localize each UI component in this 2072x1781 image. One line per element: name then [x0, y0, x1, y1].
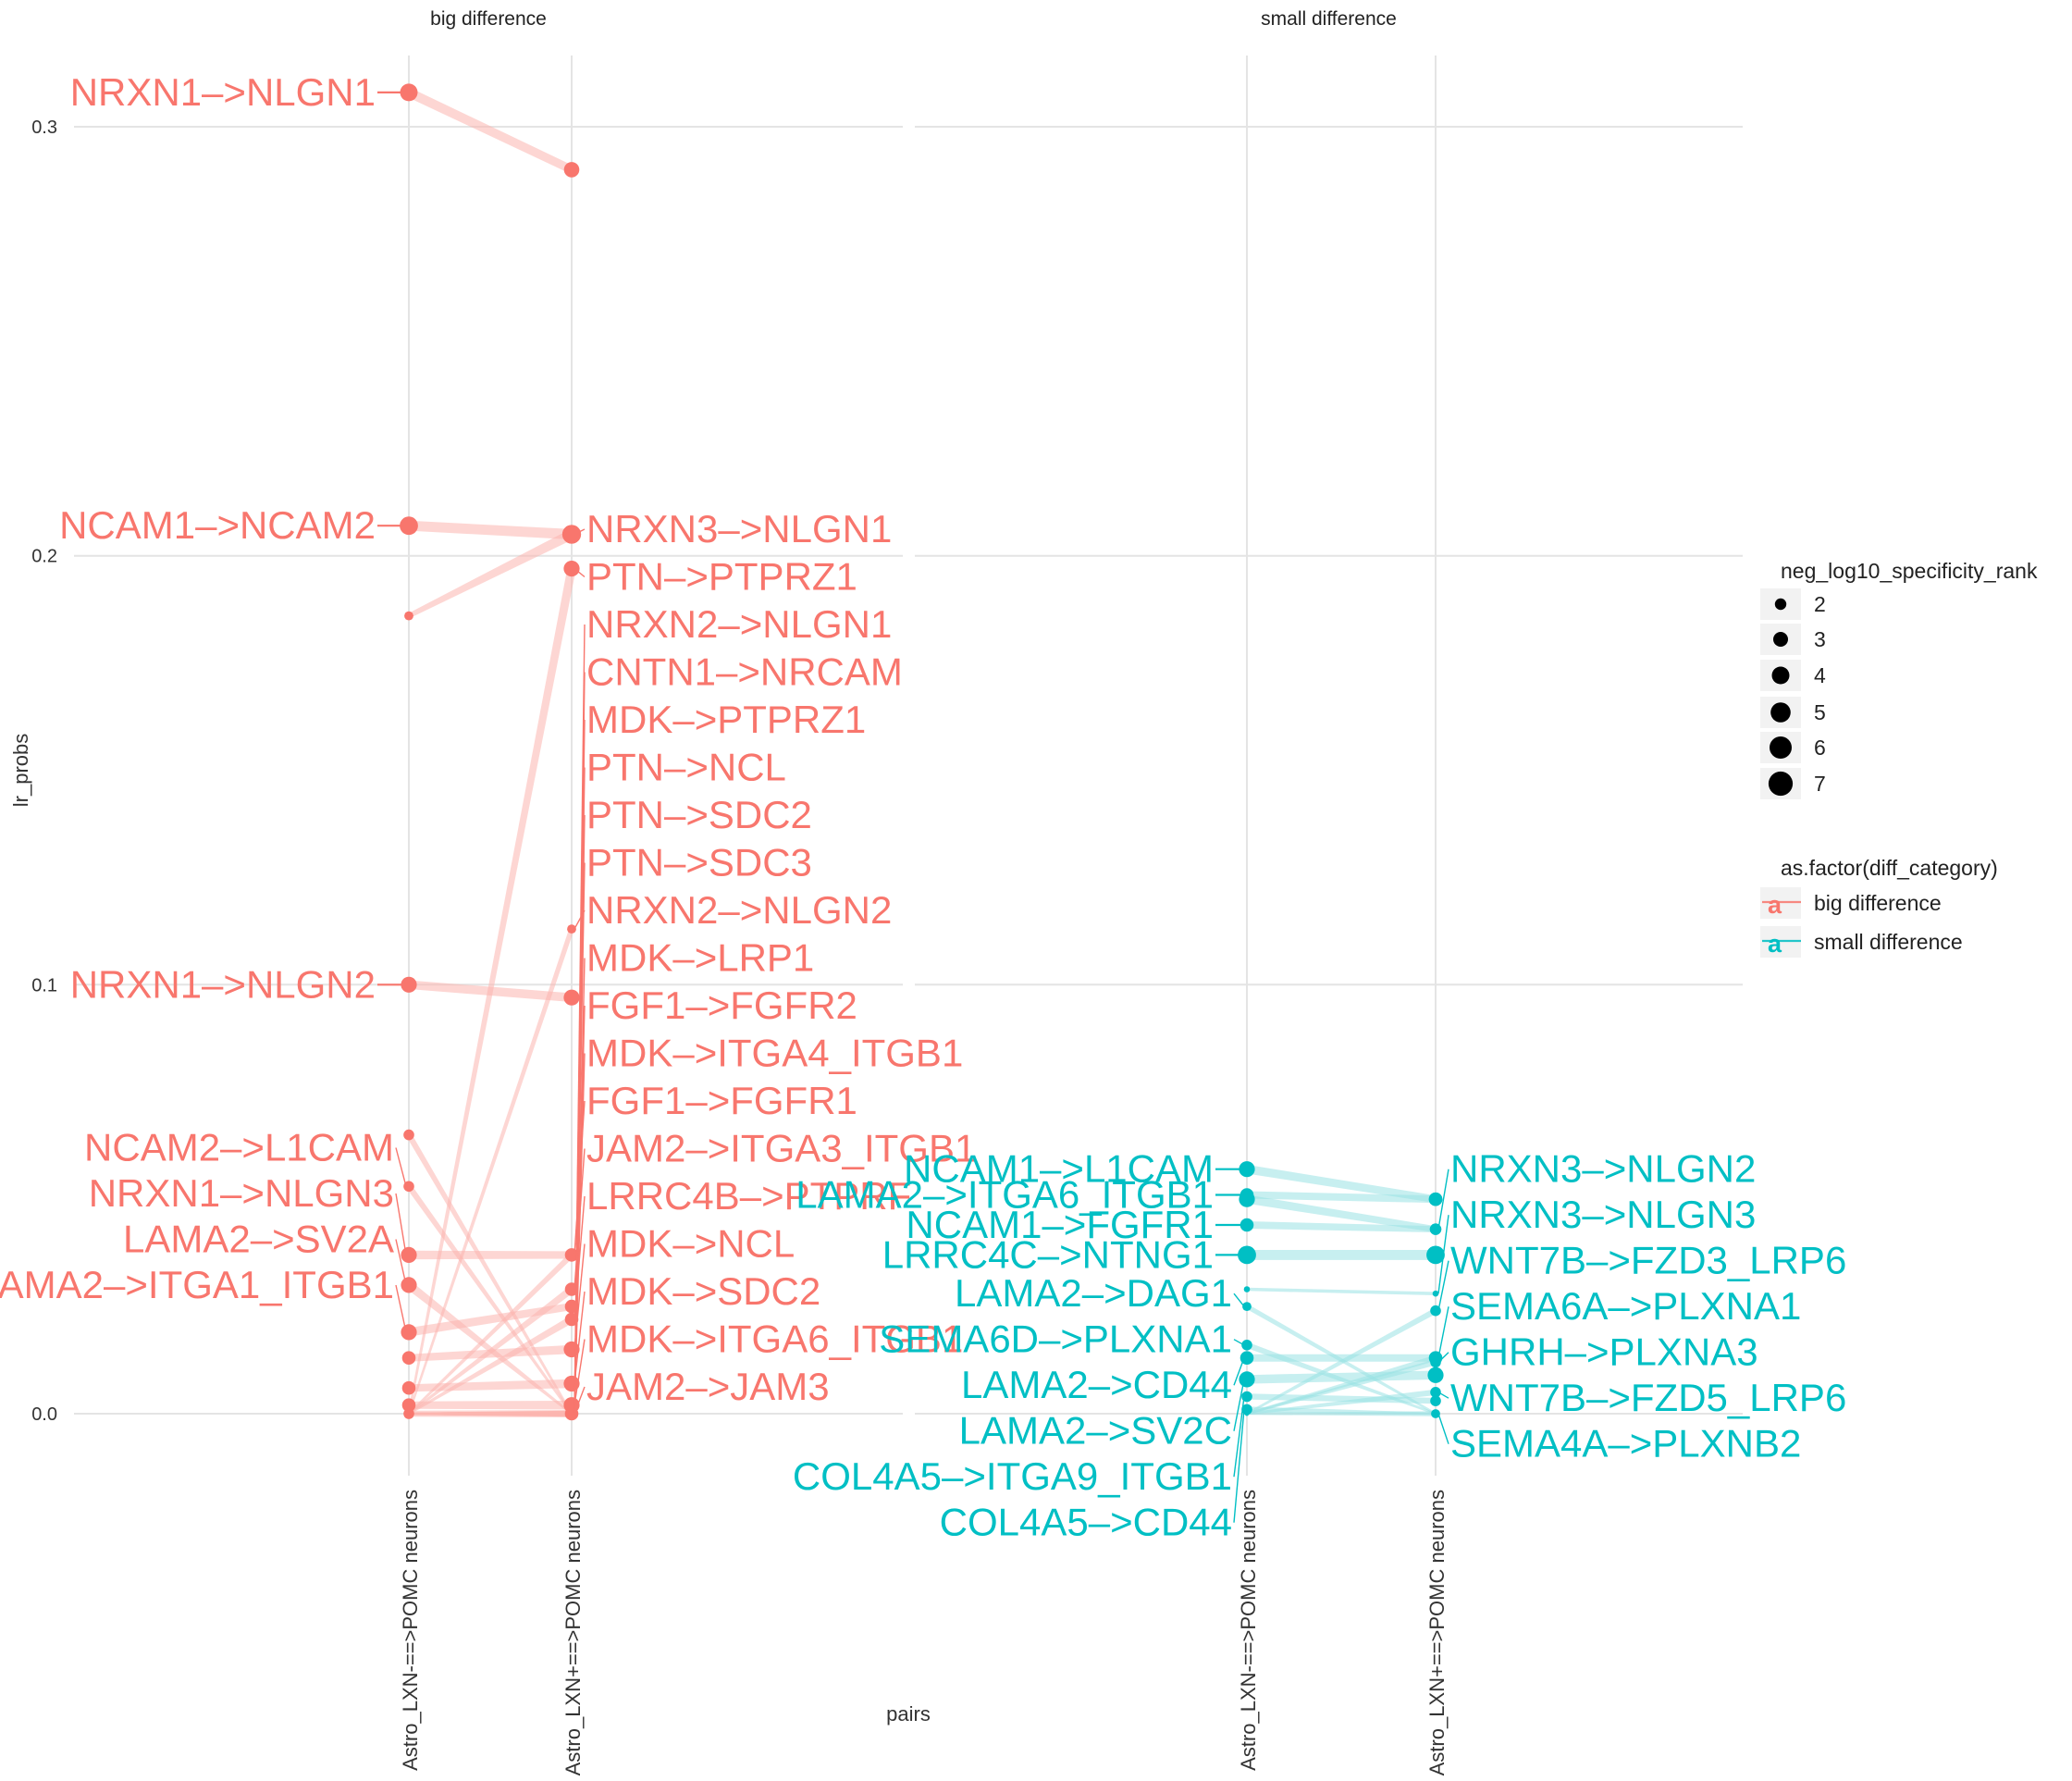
svg-text:MDK–>NCL: MDK–>NCL — [586, 1222, 795, 1266]
svg-text:CNTN1–>NRCAM: CNTN1–>NRCAM — [586, 650, 903, 694]
svg-text:COL4A5–>CD44: COL4A5–>CD44 — [940, 1501, 1232, 1544]
svg-text:small difference: small difference — [1814, 930, 1963, 954]
svg-text:7: 7 — [1814, 772, 1826, 796]
svg-text:0.0: 0.0 — [31, 1404, 57, 1425]
svg-text:GHRH–>PLXNA3: GHRH–>PLXNA3 — [1450, 1330, 1758, 1374]
svg-text:LAMA2–>CD44: LAMA2–>CD44 — [961, 1363, 1232, 1406]
svg-text:SEMA6A–>PLXNA1: SEMA6A–>PLXNA1 — [1450, 1284, 1801, 1328]
svg-text:6: 6 — [1814, 736, 1826, 760]
svg-text:NRXN1–>NLGN2: NRXN1–>NLGN2 — [70, 962, 376, 1006]
svg-text:LRRC4C–>NTNG1: LRRC4C–>NTNG1 — [882, 1232, 1214, 1276]
svg-text:COL4A5–>ITGA9_ITGB1: COL4A5–>ITGA9_ITGB1 — [793, 1454, 1232, 1498]
svg-text:LAMA2–>ITGA1_ITGB1: LAMA2–>ITGA1_ITGB1 — [0, 1263, 394, 1306]
svg-text:FGF1–>FGFR2: FGF1–>FGFR2 — [586, 983, 857, 1027]
svg-text:0.3: 0.3 — [31, 117, 57, 138]
svg-text:0.1: 0.1 — [31, 975, 57, 996]
svg-text:MDK–>PTPRZ1: MDK–>PTPRZ1 — [586, 698, 866, 741]
svg-text:0.2: 0.2 — [31, 547, 57, 567]
svg-text:a: a — [1768, 930, 1782, 958]
svg-text:lr_probs: lr_probs — [9, 734, 32, 807]
svg-text:MDK–>SDC2: MDK–>SDC2 — [586, 1269, 820, 1313]
svg-text:NRXN2–>NLGN1: NRXN2–>NLGN1 — [586, 602, 892, 646]
svg-text:NCAM2–>L1CAM: NCAM2–>L1CAM — [84, 1126, 394, 1169]
svg-text:Astro_LXN-==>POMC neurons: Astro_LXN-==>POMC neurons — [1237, 1490, 1260, 1771]
svg-text:MDK–>ITGA4_ITGB1: MDK–>ITGA4_ITGB1 — [586, 1032, 963, 1075]
svg-text:JAM2–>JAM3: JAM2–>JAM3 — [586, 1365, 830, 1408]
svg-text:2: 2 — [1814, 592, 1826, 616]
svg-text:pairs: pairs — [886, 1702, 931, 1725]
svg-text:Astro_LXN+==>POMC neurons: Astro_LXN+==>POMC neurons — [561, 1490, 585, 1775]
svg-text:NRXN2–>NLGN2: NRXN2–>NLGN2 — [586, 888, 892, 932]
svg-text:NRXN3–>NLGN2: NRXN3–>NLGN2 — [1450, 1147, 1756, 1191]
svg-text:big difference: big difference — [1814, 891, 1942, 915]
svg-text:WNT7B–>FZD5_LRP6: WNT7B–>FZD5_LRP6 — [1450, 1376, 1846, 1419]
svg-text:neg_log10_specificity_rank: neg_log10_specificity_rank — [1781, 559, 2038, 583]
svg-text:PTN–>NCL: PTN–>NCL — [586, 746, 786, 789]
svg-text:small difference: small difference — [1261, 8, 1397, 30]
svg-text:a: a — [1768, 891, 1782, 919]
svg-text:FGF1–>FGFR1: FGF1–>FGFR1 — [586, 1079, 857, 1122]
svg-text:NRXN1–>NLGN3: NRXN1–>NLGN3 — [89, 1171, 394, 1215]
svg-text:LAMA2–>SV2C: LAMA2–>SV2C — [959, 1409, 1232, 1453]
svg-text:4: 4 — [1814, 663, 1826, 687]
svg-text:NCAM1–>NCAM2: NCAM1–>NCAM2 — [59, 503, 376, 547]
svg-text:WNT7B–>FZD3_LRP6: WNT7B–>FZD3_LRP6 — [1450, 1239, 1846, 1282]
svg-text:SEMA6D–>PLXNA1: SEMA6D–>PLXNA1 — [879, 1317, 1232, 1361]
svg-text:5: 5 — [1814, 700, 1826, 724]
svg-text:MDK–>LRP1: MDK–>LRP1 — [586, 936, 814, 980]
svg-text:LAMA2–>SV2A: LAMA2–>SV2A — [123, 1218, 394, 1261]
svg-text:NRXN1–>NLGN1: NRXN1–>NLGN1 — [70, 70, 376, 114]
svg-text:LAMA2–>DAG1: LAMA2–>DAG1 — [955, 1271, 1232, 1315]
svg-text:Astro_LXN+==>POMC neurons: Astro_LXN+==>POMC neurons — [1425, 1490, 1449, 1775]
svg-text:PTN–>SDC2: PTN–>SDC2 — [586, 793, 812, 836]
svg-text:3: 3 — [1814, 627, 1826, 651]
svg-text:Astro_LXN-==>POMC neurons: Astro_LXN-==>POMC neurons — [399, 1490, 422, 1771]
svg-text:as.factor(diff_category): as.factor(diff_category) — [1781, 856, 1998, 880]
svg-text:PTN–>PTPRZ1: PTN–>PTPRZ1 — [586, 555, 857, 599]
svg-text:big difference: big difference — [430, 8, 547, 30]
svg-text:SEMA4A–>PLXNB2: SEMA4A–>PLXNB2 — [1450, 1422, 1801, 1466]
svg-text:NRXN3–>NLGN1: NRXN3–>NLGN1 — [586, 507, 892, 550]
svg-text:NRXN3–>NLGN3: NRXN3–>NLGN3 — [1450, 1193, 1756, 1236]
svg-text:PTN–>SDC3: PTN–>SDC3 — [586, 841, 812, 884]
